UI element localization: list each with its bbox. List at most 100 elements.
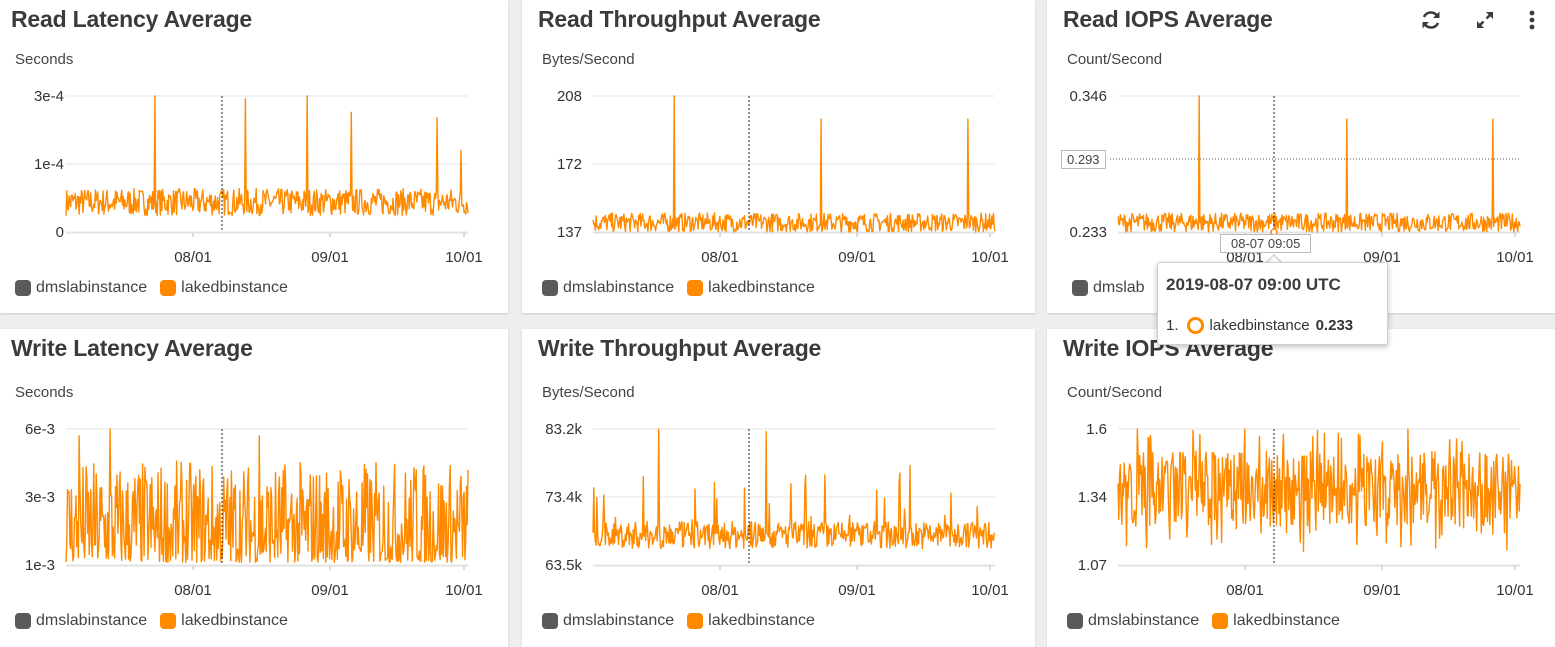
- y-tick-label: 1e-3: [25, 557, 55, 574]
- y-tick-label: 1e-4: [34, 156, 64, 173]
- y-tick-label: 3e-3: [25, 489, 55, 506]
- legend-swatch: [687, 280, 704, 296]
- legend: dmslabinstance lakedbinstance: [15, 612, 301, 630]
- chart-plot: 1.6 1.34 1.07 08/01 09/01 10/01: [1078, 421, 1534, 599]
- widget-title: Read Throughput Average: [538, 6, 821, 32]
- hover-tooltip: 2019-08-07 09:00 UTC 1. lakedbinstance 0…: [1157, 262, 1388, 345]
- x-tick-label: 08/01: [1226, 582, 1264, 599]
- series-line-lakedbinstance[interactable]: [592, 95, 996, 233]
- legend: dmslabinstance lakedbinstance: [542, 279, 828, 297]
- x-tick-label: 08/01: [174, 582, 212, 599]
- legend-swatch: [160, 613, 177, 629]
- tooltip-index: 1.: [1166, 317, 1179, 334]
- x-tick-label: 09/01: [1363, 249, 1401, 266]
- y-tick-label: 172: [557, 156, 582, 173]
- series-line-lakedbinstance[interactable]: [592, 428, 996, 550]
- legend-swatch: [1067, 613, 1083, 629]
- tooltip-title: 2019-08-07 09:00 UTC: [1166, 275, 1341, 294]
- x-tick-label: 10/01: [1496, 582, 1534, 599]
- legend-item-lakedbinstance[interactable]: lakedbinstance: [160, 612, 288, 630]
- widget-title: Read Latency Average: [11, 6, 253, 32]
- legend-item-lakedbinstance[interactable]: lakedbinstance: [1212, 612, 1340, 630]
- legend-label: lakedbinstance: [181, 612, 288, 629]
- legend-swatch: [15, 280, 31, 296]
- refresh-icon[interactable]: [1419, 8, 1443, 32]
- legend-item-lakedbinstance[interactable]: lakedbinstance: [687, 612, 815, 630]
- legend-item-lakedbinstance[interactable]: lakedbinstance: [160, 279, 288, 297]
- line-chart[interactable]: 0.346 0.233 08/01 09/01 10/01: [1047, 0, 1555, 313]
- y-tick-label: 137: [557, 224, 582, 241]
- legend-label: dmslabinstance: [563, 279, 675, 296]
- line-chart[interactable]: 1.6 1.34 1.07 08/01 09/01 10/01: [1047, 329, 1555, 647]
- x-tick-label: 10/01: [1496, 249, 1534, 266]
- legend-swatch: [542, 613, 558, 629]
- legend-label: dmslabinstance: [563, 612, 675, 629]
- legend-item-dmslabinstance[interactable]: dmslabinstance: [15, 279, 147, 297]
- x-tick-label: 08/01: [701, 582, 739, 599]
- x-tick-label: 09/01: [838, 249, 876, 266]
- series-marker-icon: [1186, 317, 1204, 334]
- series-line-lakedbinstance[interactable]: [65, 95, 469, 217]
- x-tick-label: 08/01: [701, 249, 739, 266]
- legend-swatch: [687, 613, 704, 629]
- x-tick-label: 08/01: [1226, 249, 1264, 266]
- legend-label: dmslabinstance: [36, 279, 148, 296]
- legend-item-dmslabinstance[interactable]: dmslabinstance: [1067, 612, 1199, 630]
- tooltip-arrow-inner: [1267, 256, 1281, 263]
- series-line-lakedbinstance[interactable]: [65, 428, 469, 563]
- x-tick-label: 10/01: [445, 249, 483, 266]
- chart-plot: 208 172 137 08/01 09/01 10/01: [557, 88, 1009, 266]
- chart-plot: 83.2k 73.4k 63.5k 08/01 09/01 10/01: [545, 421, 1008, 599]
- line-chart[interactable]: 83.2k 73.4k 63.5k 08/01 09/01 10/01: [522, 329, 1035, 647]
- x-tick-label: 10/01: [445, 582, 483, 599]
- legend-label: lakedbinstance: [181, 279, 288, 296]
- series-line-lakedbinstance[interactable]: [1117, 95, 1521, 233]
- widget-write-latency: Write Latency Average Seconds 6e-3 3e-3 1e…: [0, 329, 508, 647]
- tooltip-value: 0.233: [1315, 317, 1354, 334]
- line-chart[interactable]: 208 172 137 08/01 09/01 10/01: [522, 0, 1035, 313]
- y-tick-label: 1.34: [1078, 489, 1107, 506]
- legend-swatch: [160, 280, 177, 296]
- expand-icon[interactable]: [1473, 8, 1497, 32]
- y-axis-unit: Seconds: [15, 51, 74, 68]
- legend-item-dmslabinstance[interactable]: dmslabinstance: [542, 279, 674, 297]
- x-tick-label: 10/01: [971, 249, 1009, 266]
- y-axis-unit: Count/Second: [1067, 384, 1163, 401]
- legend: dmslabinstance lakedbinstance: [542, 612, 828, 630]
- legend-item-dmslabinstance[interactable]: dmslab: [1072, 279, 1145, 297]
- legend-swatch: [15, 613, 31, 629]
- legend-label: dmslab: [1093, 279, 1145, 296]
- hover-x-time-label: 08-07 09:05: [1220, 234, 1312, 253]
- chart-plot: 6e-3 3e-3 1e-3 08/01 09/01 10/01: [25, 421, 483, 599]
- y-tick-label: 83.2k: [545, 421, 582, 438]
- widget-title: Write Throughput Average: [538, 335, 822, 361]
- chart-plot: 3e-4 1e-4 0 08/01 09/01 10/01: [34, 88, 483, 266]
- y-axis-unit: Count/Second: [1067, 51, 1163, 68]
- y-tick-label: 1.07: [1078, 557, 1107, 574]
- legend-item-lakedbinstance[interactable]: lakedbinstance: [687, 279, 815, 297]
- widget-write-throughput: Write Throughput Average Bytes/Second 83…: [522, 329, 1035, 647]
- widget-read-iops: Read IOPS Average Count/Second 0.346 0.23…: [1047, 0, 1555, 313]
- widget-write-iops: Write IOPS Average Count/Second 1.6 1.34 1…: [1047, 329, 1555, 647]
- line-chart[interactable]: 3e-4 1e-4 0 08/01 09/01 10/01: [0, 0, 508, 313]
- legend: dmslab: [1072, 279, 1158, 297]
- hover-y-value-label: 0.293: [1061, 150, 1106, 169]
- legend-item-dmslabinstance[interactable]: dmslabinstance: [542, 612, 674, 630]
- x-tick-label: 09/01: [1363, 582, 1401, 599]
- y-tick-label: 0.233: [1069, 224, 1107, 241]
- y-tick-label: 1.6: [1086, 421, 1107, 438]
- legend-swatch: [1212, 613, 1229, 629]
- chart-plot: 0.346 0.233 08/01 09/01 10/01: [1069, 88, 1533, 266]
- line-chart[interactable]: 6e-3 3e-3 1e-3 08/01 09/01 10/01: [0, 329, 508, 647]
- legend-label: lakedbinstance: [708, 279, 815, 296]
- y-tick-label: 73.4k: [545, 489, 582, 506]
- y-tick-label: 63.5k: [545, 557, 582, 574]
- more-vertical-icon[interactable]: [1527, 8, 1537, 32]
- y-tick-label: 0: [56, 224, 64, 241]
- x-tick-label: 09/01: [311, 249, 349, 266]
- series-line-lakedbinstance[interactable]: [1117, 428, 1521, 552]
- x-tick-label: 09/01: [838, 582, 876, 599]
- legend-item-dmslabinstance[interactable]: dmslabinstance: [15, 612, 147, 630]
- y-tick-label: 3e-4: [34, 88, 64, 105]
- legend-label: dmslabinstance: [1088, 612, 1200, 629]
